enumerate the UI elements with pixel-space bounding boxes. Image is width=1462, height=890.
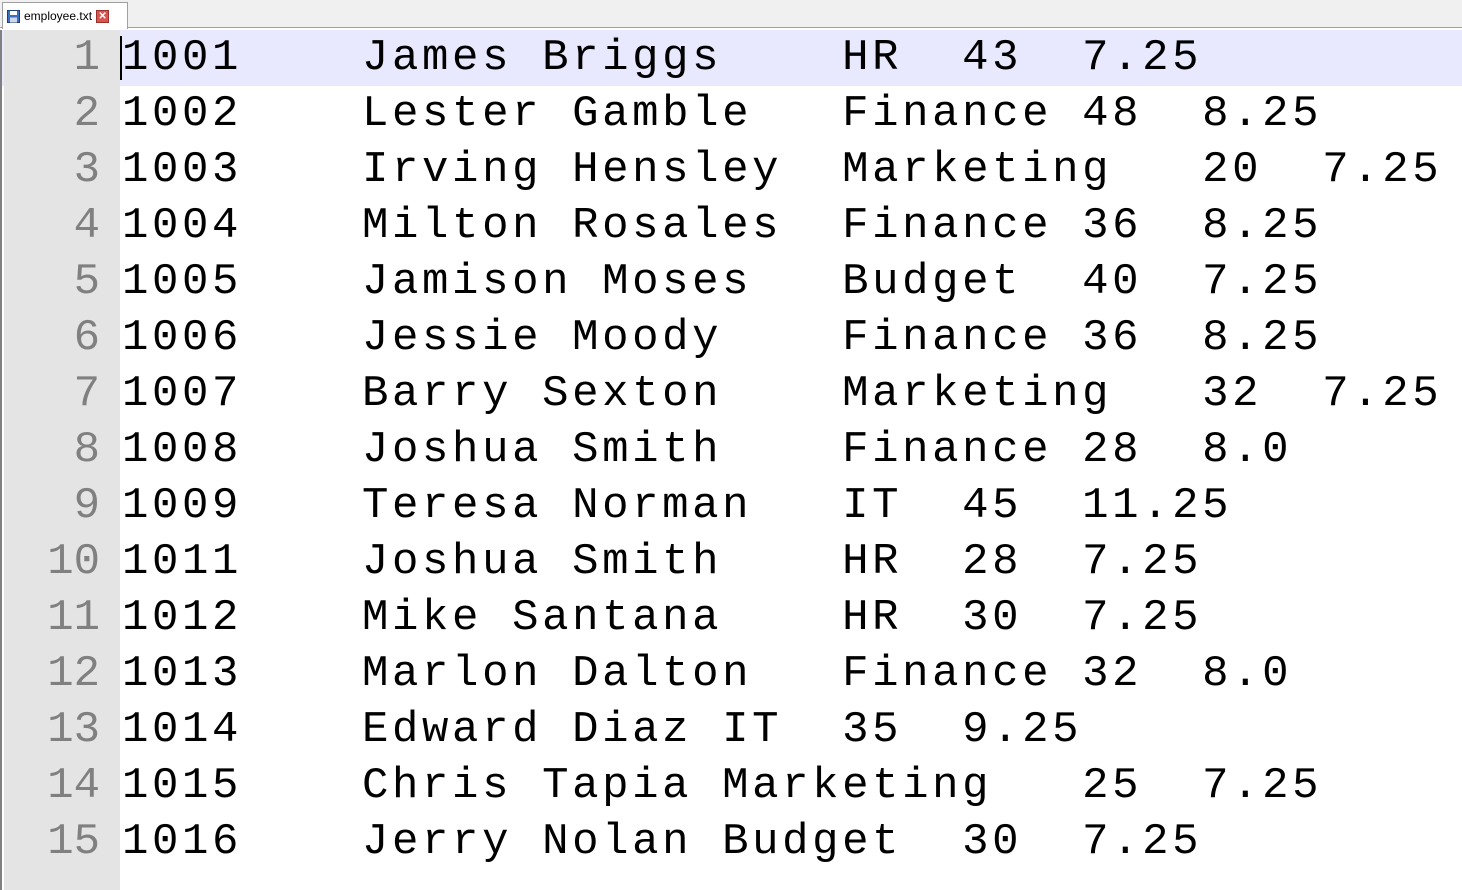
line-text[interactable]: 1002 Lester Gamble Finance 48 8.25 xyxy=(122,89,1323,139)
editor-line[interactable]: 11 1012 Mike Santana HR 30 7.25 xyxy=(2,590,1462,646)
editor-line[interactable]: 5 1005 Jamison Moses Budget 40 7.25 xyxy=(2,254,1462,310)
tab-employee-txt[interactable]: employee.txt ✕ xyxy=(2,2,128,29)
line-text[interactable]: 1012 Mike Santana HR 30 7.25 xyxy=(122,593,1203,643)
line-number: 11 xyxy=(4,590,100,646)
gutter-margin xyxy=(100,310,120,366)
gutter-margin xyxy=(100,478,120,534)
line-number: 5 xyxy=(4,254,100,310)
editor-line[interactable]: 12 1013 Marlon Dalton Finance 32 8.0 xyxy=(2,646,1462,702)
gutter-margin xyxy=(100,142,120,198)
line-text[interactable]: 1009 Teresa Norman IT 45 11.25 xyxy=(122,481,1233,531)
line-text[interactable]: 1003 Irving Hensley Marketing 20 7.25 xyxy=(122,145,1443,195)
line-number: 8 xyxy=(4,422,100,478)
line-number: 3 xyxy=(4,142,100,198)
editor-line[interactable]: 4 1004 Milton Rosales Finance 36 8.25 xyxy=(2,198,1462,254)
line-number: 13 xyxy=(4,702,100,758)
editor-line[interactable]: 1 1001 James Briggs HR 43 7.25 xyxy=(2,30,1462,86)
line-text[interactable]: 1001 James Briggs HR 43 7.25 xyxy=(122,33,1203,83)
line-text[interactable]: 1005 Jamison Moses Budget 40 7.25 xyxy=(122,257,1323,307)
gutter-margin xyxy=(100,814,120,870)
line-number: 7 xyxy=(4,366,100,422)
editor-line[interactable]: 14 1015 Chris Tapia Marketing 25 7.25 xyxy=(2,758,1462,814)
line-text[interactable]: 1014 Edward Diaz IT 35 9.25 xyxy=(122,705,1083,755)
line-text[interactable]: 1013 Marlon Dalton Finance 32 8.0 xyxy=(122,649,1293,699)
line-text[interactable]: 1004 Milton Rosales Finance 36 8.25 xyxy=(122,201,1323,251)
line-number: 1 xyxy=(4,30,100,86)
line-number: 12 xyxy=(4,646,100,702)
editor-line[interactable]: 2 1002 Lester Gamble Finance 48 8.25 xyxy=(2,86,1462,142)
editor-line[interactable]: 13 1014 Edward Diaz IT 35 9.25 xyxy=(2,702,1462,758)
gutter-margin xyxy=(100,254,120,310)
editor-line[interactable]: 9 1009 Teresa Norman IT 45 11.25 xyxy=(2,478,1462,534)
gutter-margin xyxy=(100,590,120,646)
gutter-margin xyxy=(100,198,120,254)
editor-lines[interactable]: 1 1001 James Briggs HR 43 7.25 2 1002 Leste… xyxy=(2,30,1462,870)
line-text[interactable]: 1008 Joshua Smith Finance 28 8.0 xyxy=(122,425,1293,475)
line-text[interactable]: 1007 Barry Sexton Marketing 32 7.25 xyxy=(122,369,1443,419)
editor-line[interactable]: 8 1008 Joshua Smith Finance 28 8.0 xyxy=(2,422,1462,478)
gutter-margin xyxy=(100,366,120,422)
gutter-margin xyxy=(100,646,120,702)
line-number: 14 xyxy=(4,758,100,814)
gutter-margin xyxy=(100,30,120,86)
line-number: 9 xyxy=(4,478,100,534)
line-number: 4 xyxy=(4,198,100,254)
tab-label: employee.txt xyxy=(24,9,93,23)
line-number: 2 xyxy=(4,86,100,142)
editor-line[interactable]: 6 1006 Jessie Moody Finance 36 8.25 xyxy=(2,310,1462,366)
text-editor[interactable]: 1 1001 James Briggs HR 43 7.25 2 1002 Leste… xyxy=(0,30,1462,890)
line-text[interactable]: 1006 Jessie Moody Finance 36 8.25 xyxy=(122,313,1323,363)
line-text[interactable]: 1016 Jerry Nolan Budget 30 7.25 xyxy=(122,817,1203,867)
line-number: 6 xyxy=(4,310,100,366)
gutter-margin xyxy=(100,534,120,590)
line-text[interactable]: 1015 Chris Tapia Marketing 25 7.25 xyxy=(122,761,1323,811)
editor-line[interactable]: 3 1003 Irving Hensley Marketing 20 7.25 xyxy=(2,142,1462,198)
text-caret xyxy=(120,36,122,80)
gutter-margin xyxy=(100,702,120,758)
line-text[interactable]: 1011 Joshua Smith HR 28 7.25 xyxy=(122,537,1203,587)
floppy-disk-icon xyxy=(7,9,20,23)
editor-line[interactable]: 15 1016 Jerry Nolan Budget 30 7.25 xyxy=(2,814,1462,870)
close-icon[interactable]: ✕ xyxy=(96,9,110,23)
gutter-margin xyxy=(100,758,120,814)
editor-line[interactable]: 10 1011 Joshua Smith HR 28 7.25 xyxy=(2,534,1462,590)
line-number: 15 xyxy=(4,814,100,870)
line-number: 10 xyxy=(4,534,100,590)
gutter-margin xyxy=(100,422,120,478)
gutter-margin xyxy=(100,86,120,142)
editor-line[interactable]: 7 1007 Barry Sexton Marketing 32 7.25 xyxy=(2,366,1462,422)
tab-bar: employee.txt ✕ xyxy=(0,0,1462,29)
